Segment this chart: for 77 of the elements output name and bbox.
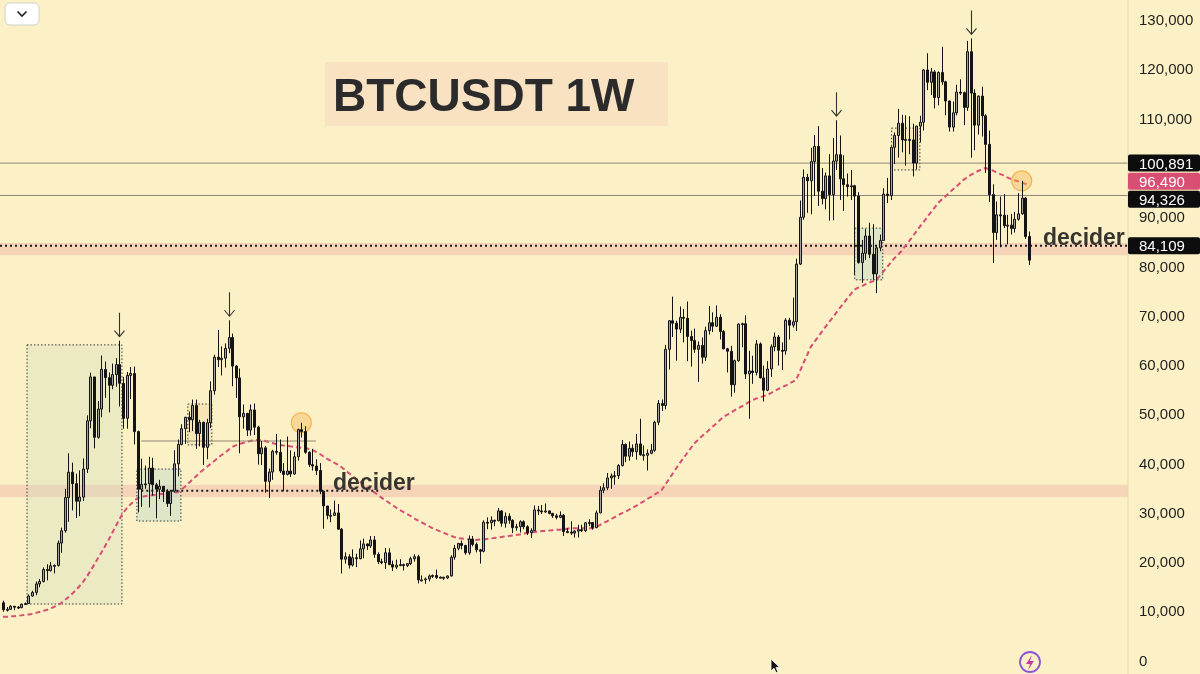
candlestick <box>409 556 412 566</box>
candlestick <box>311 448 314 472</box>
candlestick <box>384 547 387 570</box>
candlestick <box>468 535 471 556</box>
candlestick <box>126 371 129 430</box>
y-tick-label: 20,000 <box>1139 553 1185 571</box>
candlestick <box>362 538 365 559</box>
candlestick <box>428 573 431 582</box>
candlestick <box>500 509 503 528</box>
candlestick <box>351 548 354 568</box>
text: 96,490 <box>1139 172 1185 190</box>
candlestick <box>577 524 580 539</box>
y-tick-label: 30,000 <box>1139 503 1185 521</box>
candlestick <box>555 513 558 520</box>
candlestick <box>646 448 649 472</box>
candlestick <box>195 399 198 450</box>
candlestick <box>9 604 12 611</box>
candlestick <box>526 524 529 536</box>
annotation: decider <box>1043 223 1125 250</box>
candlestick <box>238 368 241 454</box>
candlestick <box>424 576 427 585</box>
y-tick-label: 0 <box>1139 651 1148 669</box>
candlestick <box>624 442 627 463</box>
y-tick-label: 40,000 <box>1139 454 1185 472</box>
y-tick-label: 120,000 <box>1139 60 1194 78</box>
ref-line-label: 94,326 <box>1139 190 1185 208</box>
candlestick <box>395 559 398 570</box>
ref-line-label: 84,109 <box>1139 237 1185 255</box>
candlestick <box>730 345 733 398</box>
candlestick <box>431 573 434 579</box>
candlestick <box>13 605 16 611</box>
y-tick-label: 60,000 <box>1139 356 1185 374</box>
ref-line-label: 100,891 <box>1139 154 1194 172</box>
text: BTCUSDT 1W <box>333 69 636 121</box>
candlestick <box>777 334 780 367</box>
candlestick <box>562 513 565 537</box>
candlestick <box>551 512 554 519</box>
candlestick <box>348 553 351 570</box>
candlestick <box>904 114 907 167</box>
candlestick <box>93 376 96 449</box>
y-tick-label: 80,000 <box>1139 257 1185 275</box>
candlestick <box>442 576 445 581</box>
candlestick <box>570 520 573 536</box>
candlestick <box>46 563 49 581</box>
candlestick <box>628 440 631 462</box>
candlestick <box>504 511 507 529</box>
candlestick <box>490 515 493 531</box>
y-tick-label: 70,000 <box>1139 306 1185 324</box>
y-tick-label: 50,000 <box>1139 405 1185 423</box>
candlestick <box>435 569 438 580</box>
y-tick-label: 130,000 <box>1139 11 1194 29</box>
candlestick <box>970 37 973 159</box>
y-tick-label: 90,000 <box>1139 208 1185 226</box>
candlestick <box>399 558 402 567</box>
candlestick <box>42 566 45 583</box>
candlestick <box>817 125 820 207</box>
candlestick <box>417 554 420 584</box>
candlestick <box>610 472 613 490</box>
candlestick <box>606 472 609 491</box>
candlestick <box>35 581 38 596</box>
candlestick <box>540 504 543 515</box>
candlestick <box>584 521 587 533</box>
y-tick-label: 110,000 <box>1139 109 1193 127</box>
candlestick <box>2 600 5 613</box>
candlestick <box>519 519 522 534</box>
candlestick <box>20 603 23 609</box>
y-tick-label: 10,000 <box>1139 602 1185 620</box>
candlestick <box>544 503 547 514</box>
candlestick <box>933 69 936 109</box>
candlestick <box>27 593 30 605</box>
candlestick <box>17 605 20 610</box>
annotation: decider <box>333 468 415 495</box>
candlestick <box>402 563 405 572</box>
candlestick <box>202 421 205 466</box>
candlestick <box>515 523 518 532</box>
candlestick <box>639 418 642 457</box>
candlestick <box>249 404 252 437</box>
